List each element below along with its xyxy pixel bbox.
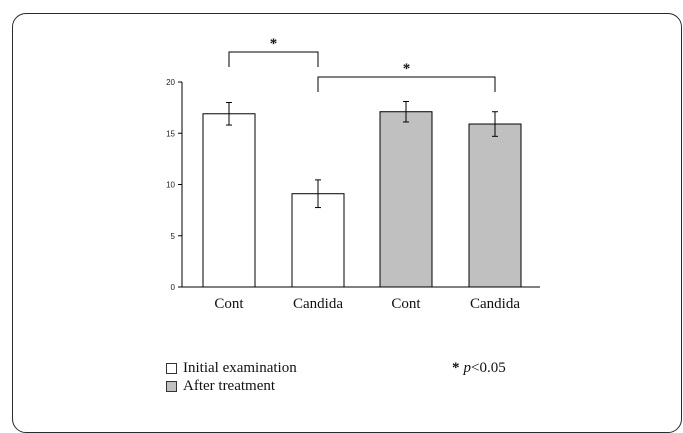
x-tick-label: Cont [391,296,421,312]
bars [202,111,522,288]
error-bar [403,100,409,123]
figure-frame [12,13,682,433]
legend-label-after: After treatment [183,378,276,394]
y-tick-label: 10 [166,181,175,190]
x-tick-label: Candida [470,296,520,312]
legend: Initial examination After treatment [166,359,297,395]
significance-bracket: * [228,36,319,67]
legend-entry-initial: Initial examination [166,359,297,377]
error-bar [492,111,498,137]
significance-brackets: ** [228,36,496,92]
bar [379,111,433,288]
legend-swatch-after [166,380,177,392]
bar [202,113,256,288]
significance-note: * p<0.05 [452,359,506,377]
significance-note-threshold: <0.05 [471,360,506,376]
legend-swatch-initial [166,362,177,374]
error-bar [315,179,321,209]
y-tick-label: 5 [171,232,176,241]
y-tick-label: 20 [166,78,175,87]
significance-note-star: * [452,360,460,376]
significance-bracket: * [317,61,496,92]
bar [291,193,345,288]
significance-note-p: p [463,360,472,376]
x-tick-label: Cont [214,296,244,312]
significance-star: * [403,61,411,77]
y-tick-label: 15 [166,129,175,138]
bar [468,123,522,288]
x-tick-label: Candida [293,296,343,312]
significance-star: * [270,36,278,52]
legend-entry-after: After treatment [166,377,297,395]
y-ticks: 0 5 10 15 20 [166,78,182,292]
legend-label-initial: Initial examination [183,360,297,376]
error-bar [226,102,232,126]
error-bars [226,100,498,209]
x-tick-labels: Cont Candida Cont Candida [214,296,520,312]
y-tick-label: 0 [171,283,176,292]
